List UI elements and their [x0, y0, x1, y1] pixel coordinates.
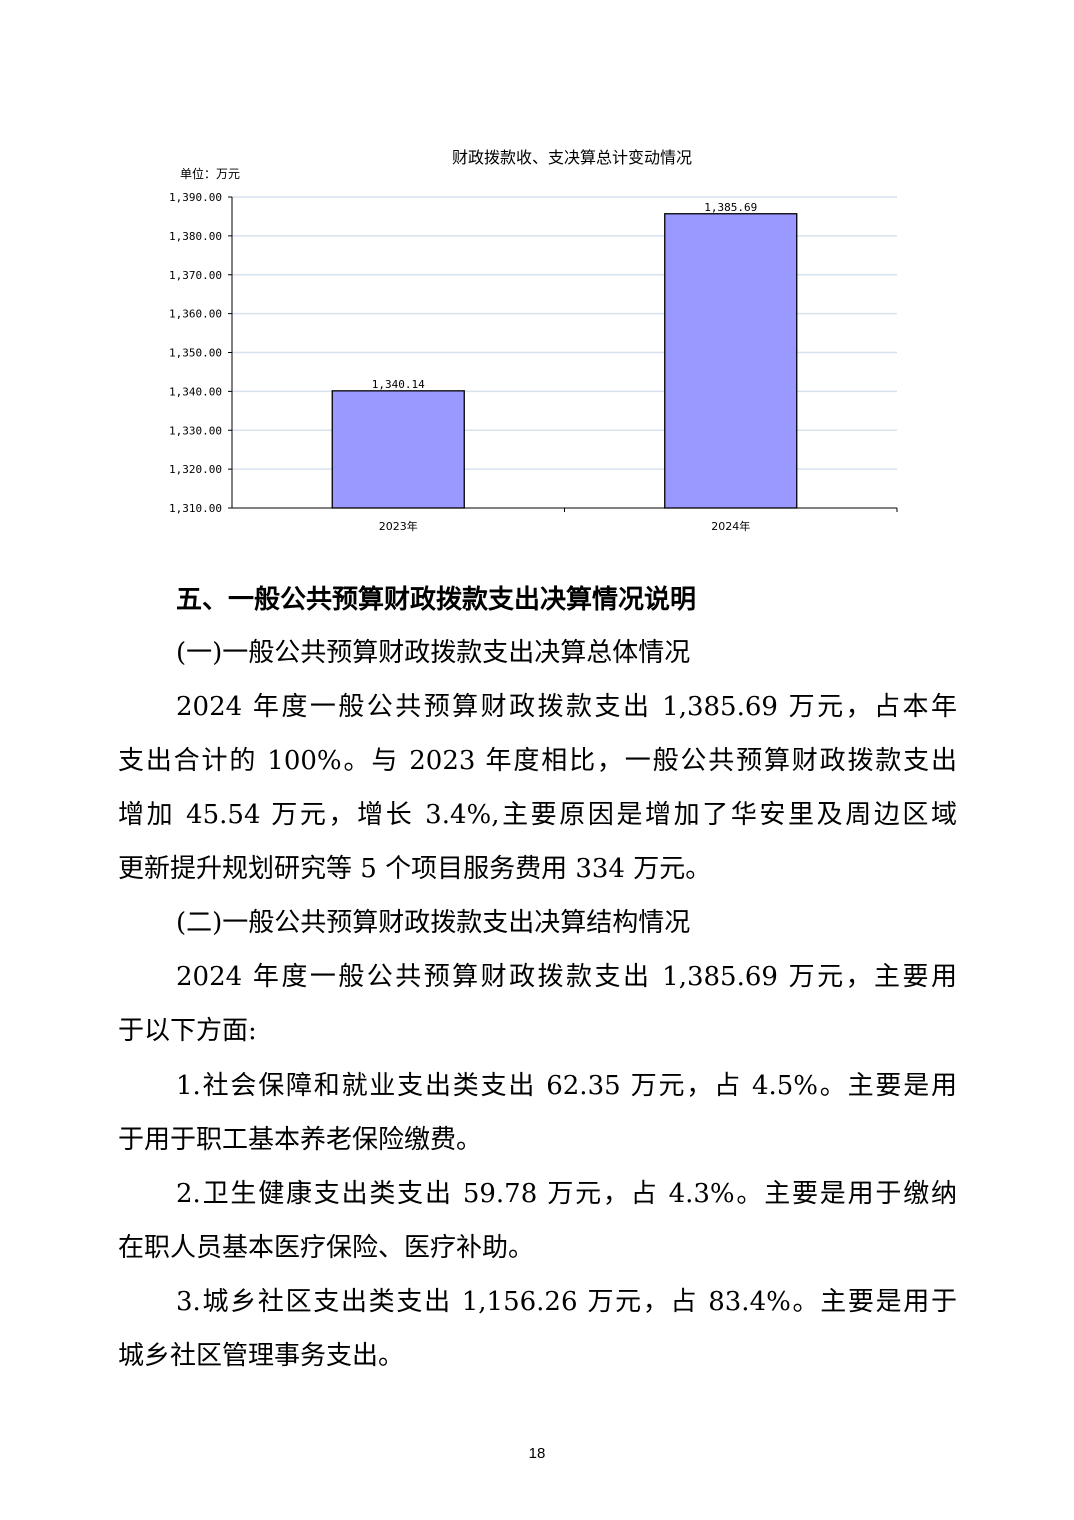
- paragraph-1-line: 更新提升规划研究等 5 个项目服务费用 334 万元。: [118, 854, 712, 884]
- subheading-1: (一)一般公共预算财政拨款支出决算总体情况: [176, 638, 691, 668]
- bar: [331, 390, 465, 509]
- y-tick-label: 1,390.00: [169, 191, 222, 204]
- paragraph-1-line: 增加 45.54 万元，增长 3.4%,主要原因是增加了华安里及周边区域: [118, 800, 957, 830]
- paragraph-2-line: 2024 年度一般公共预算财政拨款支出 1,385.69 万元，主要用: [176, 962, 957, 992]
- chart-title: 财政拨款收、支决算总计变动情况: [452, 148, 692, 167]
- data-label: 1,385.69: [704, 201, 757, 214]
- section-heading: 五、一般公共预算财政拨款支出决算情况说明: [176, 585, 697, 615]
- y-tick-label: 1,330.00: [169, 424, 222, 437]
- bar-chart: 财政拨款收、支决算总计变动情况 单位：万元 1,340.14 1,385.69 1…: [169, 148, 898, 533]
- x-tick-label: 2024年: [711, 519, 750, 533]
- item-3-line: 城乡社区管理事务支出。: [118, 1341, 405, 1371]
- bar: [664, 213, 798, 509]
- y-tick-label: 1,340.00: [169, 385, 222, 398]
- data-label: 1,340.14: [372, 378, 425, 391]
- item-3-line: 3.城乡社区支出类支出 1,156.26 万元，占 83.4%。主要是用于: [176, 1287, 957, 1317]
- y-tick-label: 1,360.00: [169, 308, 222, 321]
- unit-label: 单位：万元: [180, 166, 240, 181]
- paragraph-2-line: 于以下方面:: [118, 1016, 257, 1046]
- item-2-line: 在职人员基本医疗保险、医疗补助。: [118, 1233, 535, 1263]
- x-tick-label: 2023年: [379, 519, 418, 533]
- page-number: 18: [528, 1445, 546, 1462]
- y-tick-label: 1,350.00: [169, 347, 222, 360]
- y-tick-label: 1,320.00: [169, 463, 222, 476]
- item-1-line: 1.社会保障和就业支出类支出 62.35 万元，占 4.5%。主要是用: [176, 1071, 957, 1101]
- subheading-2: (二)一般公共预算财政拨款支出决算结构情况: [176, 908, 691, 938]
- paragraph-1-line: 2024 年度一般公共预算财政拨款支出 1,385.69 万元，占本年: [176, 692, 957, 722]
- y-tick-label: 1,370.00: [169, 269, 222, 282]
- item-1-line: 于用于职工基本养老保险缴费。: [118, 1125, 483, 1155]
- y-tick-label: 1,380.00: [169, 230, 222, 243]
- item-2-line: 2.卫生健康支出类支出 59.78 万元，占 4.3%。主要是用于缴纳: [176, 1179, 957, 1209]
- y-tick-label: 1,310.00: [169, 502, 222, 515]
- paragraph-1-line: 支出合计的 100%。与 2023 年度相比，一般公共预算财政拨款支出: [118, 746, 957, 776]
